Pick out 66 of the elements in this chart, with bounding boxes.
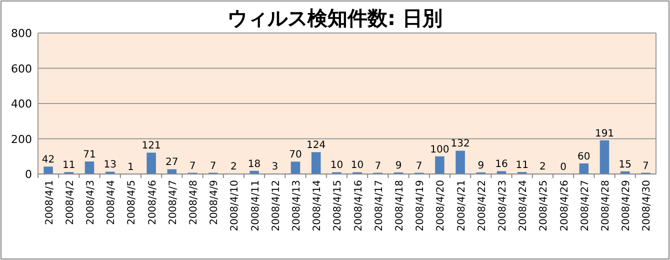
- x-tick-label: 2008/4/10: [230, 180, 241, 232]
- data-label: 9: [395, 160, 402, 172]
- data-label: 3: [272, 161, 278, 172]
- data-label: 0: [560, 162, 566, 173]
- data-label: 124: [306, 140, 326, 152]
- x-tick-label: 2008/4/1: [44, 180, 56, 225]
- x-tick-label: 2008/4/28: [600, 180, 612, 232]
- x-tick-label: 2008/4/14: [312, 180, 324, 232]
- y-tick-label: 600: [11, 62, 32, 76]
- x-tick-label: 2008/4/18: [394, 180, 406, 232]
- y-tick-label: 800: [11, 27, 32, 40]
- data-label: 2: [540, 162, 546, 173]
- data-label: 2: [230, 162, 237, 173]
- data-label: 60: [578, 151, 590, 162]
- data-label: 9: [478, 160, 484, 172]
- data-label: 70: [289, 150, 302, 161]
- data-label: 10: [350, 160, 364, 172]
- data-label: 16: [495, 159, 508, 170]
- x-tick-label: 2008/4/11: [250, 180, 262, 232]
- data-label: 11: [62, 160, 76, 172]
- data-label: 191: [594, 128, 614, 140]
- x-tick-label: 2008/4/22: [476, 180, 488, 232]
- x-tick-label: 2008/4/3: [86, 180, 96, 225]
- data-label: 7: [374, 160, 382, 172]
- x-tick-label: 2008/4/21: [456, 180, 468, 232]
- chart-title: ウィルス検知件数: 日別: [228, 6, 442, 30]
- x-tick-label: 2008/4/7: [168, 180, 179, 225]
- x-tick-label: 2008/4/8: [188, 180, 200, 225]
- x-tick-label: 2008/4/15: [332, 180, 344, 232]
- data-label: 71: [83, 149, 96, 160]
- data-label: 7: [210, 160, 216, 172]
- x-tick-label: 2008/4/29: [621, 180, 632, 232]
- data-label: 7: [642, 160, 649, 172]
- x-tick-label: 2008/4/17: [374, 180, 385, 232]
- y-tick-label: 0: [25, 168, 32, 181]
- data-label: 132: [450, 138, 470, 150]
- x-tick-label: 2008/4/20: [436, 180, 447, 232]
- data-label: 7: [416, 160, 422, 172]
- x-tick-label: 2008/4/2: [64, 180, 76, 225]
- y-tick-label: 200: [11, 132, 32, 146]
- x-tick-label: 2008/4/26: [559, 180, 570, 232]
- x-tick-label: 2008/4/4: [106, 180, 118, 225]
- x-tick-label: 2008/4/16: [353, 180, 364, 232]
- data-label: 11: [516, 160, 528, 172]
- x-tick-label: 2008/4/13: [292, 180, 302, 232]
- x-tick-label: 2008/4/9: [209, 180, 220, 225]
- x-tick-label: 2008/4/27: [580, 180, 591, 232]
- x-tick-label: 2008/4/24: [518, 180, 530, 232]
- data-label: 15: [618, 159, 632, 170]
- data-label: 121: [142, 140, 161, 152]
- y-tick-label: 400: [11, 98, 32, 110]
- data-label: 1: [128, 162, 134, 173]
- data-label: 10: [330, 160, 344, 172]
- x-tick-label: 2008/4/5: [126, 180, 138, 225]
- data-label: 100: [430, 144, 450, 156]
- data-label: 27: [166, 157, 178, 168]
- x-tick-label: 2008/4/12: [270, 180, 282, 232]
- data-label: 13: [104, 160, 116, 171]
- x-tick-label: 2008/4/23: [498, 180, 508, 232]
- data-label: 18: [248, 158, 261, 170]
- x-tick-label: 2008/4/30: [642, 180, 653, 232]
- x-tick-label: 2008/4/25: [538, 180, 550, 232]
- x-tick-label: 2008/4/19: [415, 180, 426, 232]
- data-label: 7: [189, 160, 196, 172]
- data-label: 42: [42, 154, 55, 166]
- x-tick-label: 2008/4/6: [147, 180, 158, 225]
